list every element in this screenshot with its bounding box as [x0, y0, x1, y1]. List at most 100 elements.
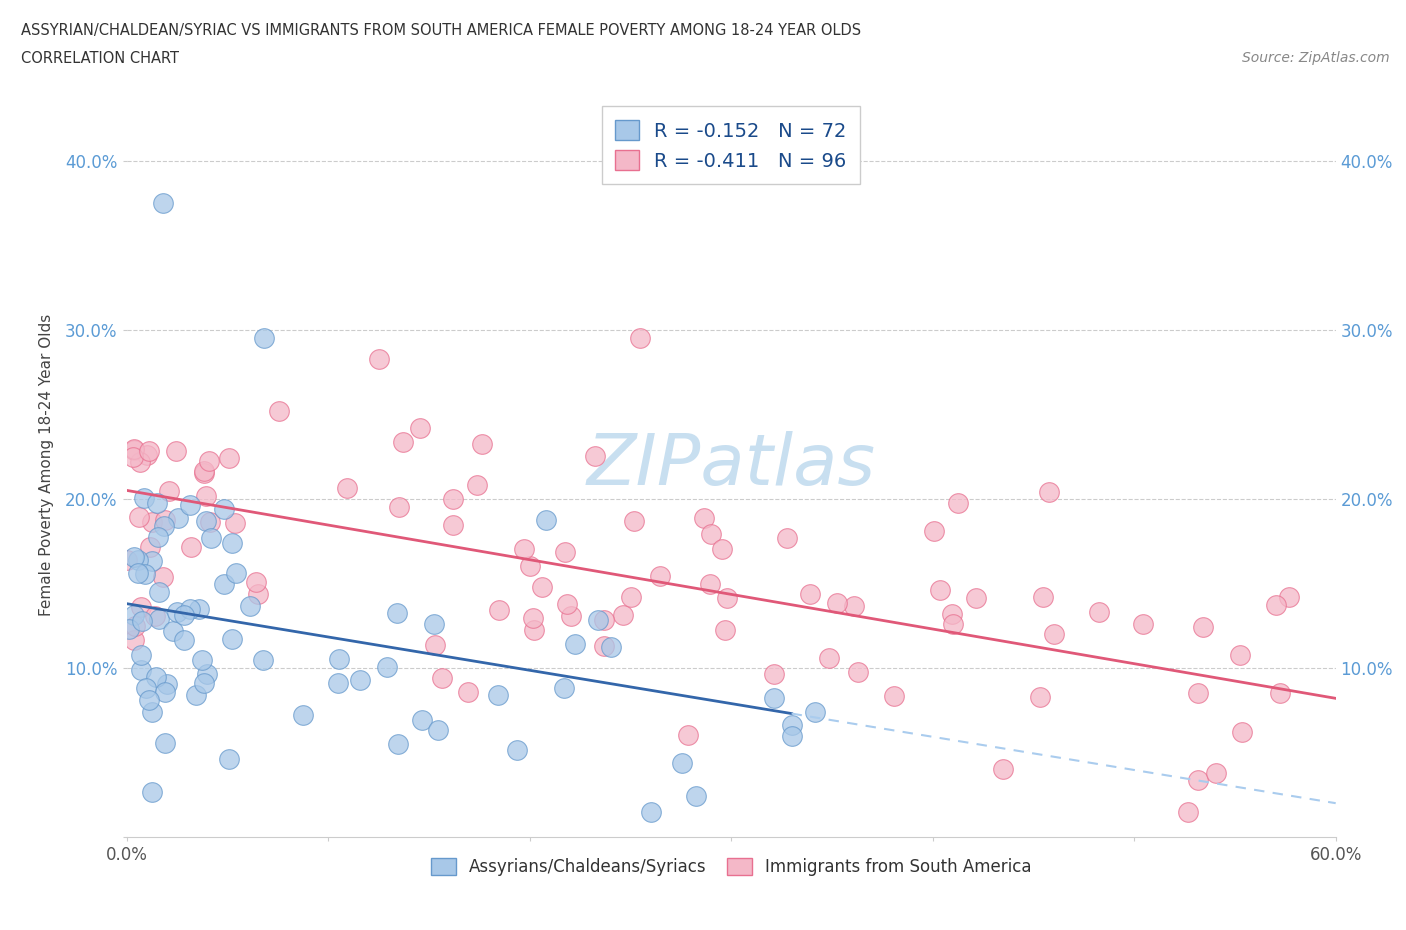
Point — [554, 545, 576, 560]
Point — [441, 518, 464, 533]
Point — [422, 617, 444, 631]
Point — [593, 613, 616, 628]
Point — [671, 755, 693, 770]
Point — [129, 647, 152, 662]
Point — [530, 579, 553, 594]
Point — [560, 608, 582, 623]
Point — [825, 596, 848, 611]
Point — [221, 631, 243, 646]
Y-axis label: Female Poverty Among 18-24 Year Olds: Female Poverty Among 18-24 Year Olds — [39, 314, 53, 617]
Point — [195, 513, 218, 528]
Point — [221, 536, 243, 551]
Point — [1032, 589, 1054, 604]
Point — [430, 671, 453, 685]
Point — [138, 444, 160, 458]
Point — [623, 513, 645, 528]
Point — [291, 707, 314, 722]
Point — [129, 454, 152, 469]
Point — [141, 705, 163, 720]
Point — [612, 608, 634, 623]
Point — [583, 448, 606, 463]
Point — [564, 636, 586, 651]
Point — [592, 638, 614, 653]
Point — [1205, 765, 1227, 780]
Point — [246, 586, 269, 601]
Point — [486, 688, 509, 703]
Point — [138, 692, 160, 707]
Point — [763, 667, 786, 682]
Point — [776, 530, 799, 545]
Point — [122, 449, 145, 464]
Point — [693, 511, 716, 525]
Point — [135, 448, 157, 463]
Point — [145, 608, 167, 623]
Point — [818, 651, 841, 666]
Point — [267, 404, 290, 418]
Legend: Assyrians/Chaldeans/Syriacs, Immigrants from South America: Assyrians/Chaldeans/Syriacs, Immigrants … — [422, 850, 1040, 884]
Point — [145, 670, 167, 684]
Point — [441, 491, 464, 506]
Point — [180, 540, 202, 555]
Point — [620, 590, 643, 604]
Point — [157, 484, 180, 498]
Point — [122, 607, 145, 622]
Point — [586, 613, 609, 628]
Point — [224, 515, 246, 530]
Point — [1038, 485, 1060, 499]
Point — [471, 437, 494, 452]
Point — [146, 530, 169, 545]
Point — [152, 518, 174, 533]
Point — [225, 565, 247, 580]
Point — [124, 632, 146, 647]
Point — [179, 602, 201, 617]
Point — [1230, 724, 1253, 739]
Point — [195, 488, 218, 503]
Point — [699, 577, 721, 591]
Point — [162, 623, 184, 638]
Point — [122, 550, 145, 565]
Point — [118, 622, 141, 637]
Point — [193, 463, 215, 478]
Point — [212, 577, 235, 591]
Point — [166, 604, 188, 619]
Point — [1229, 647, 1251, 662]
Point — [195, 667, 218, 682]
Point — [392, 434, 415, 449]
Point — [165, 444, 187, 458]
Point — [156, 676, 179, 691]
Point — [388, 499, 411, 514]
Point — [193, 675, 215, 690]
Point — [941, 607, 963, 622]
Point — [522, 611, 544, 626]
Point — [129, 663, 152, 678]
Point — [1278, 590, 1301, 604]
Point — [132, 490, 155, 505]
Point — [127, 552, 149, 567]
Point — [218, 752, 240, 767]
Point — [1132, 617, 1154, 631]
Point — [239, 599, 262, 614]
Point — [523, 623, 546, 638]
Text: Source: ZipAtlas.com: Source: ZipAtlas.com — [1241, 51, 1389, 65]
Point — [122, 443, 145, 458]
Point — [713, 622, 735, 637]
Point — [375, 659, 398, 674]
Point — [488, 603, 510, 618]
Point — [922, 523, 945, 538]
Point — [411, 712, 433, 727]
Point — [153, 684, 176, 699]
Text: ASSYRIAN/CHALDEAN/SYRIAC VS IMMIGRANTS FROM SOUTH AMERICA FEMALE POVERTY AMONG 1: ASSYRIAN/CHALDEAN/SYRIAC VS IMMIGRANTS F… — [21, 23, 862, 38]
Point — [425, 638, 447, 653]
Point — [193, 466, 215, 481]
Point — [842, 599, 865, 614]
Point — [387, 737, 409, 751]
Point — [122, 441, 145, 456]
Point — [124, 618, 146, 633]
Point — [640, 804, 662, 819]
Point — [218, 450, 240, 465]
Point — [200, 514, 222, 529]
Point — [148, 612, 170, 627]
Point — [115, 552, 138, 567]
Point — [173, 608, 195, 623]
Point — [141, 554, 163, 569]
